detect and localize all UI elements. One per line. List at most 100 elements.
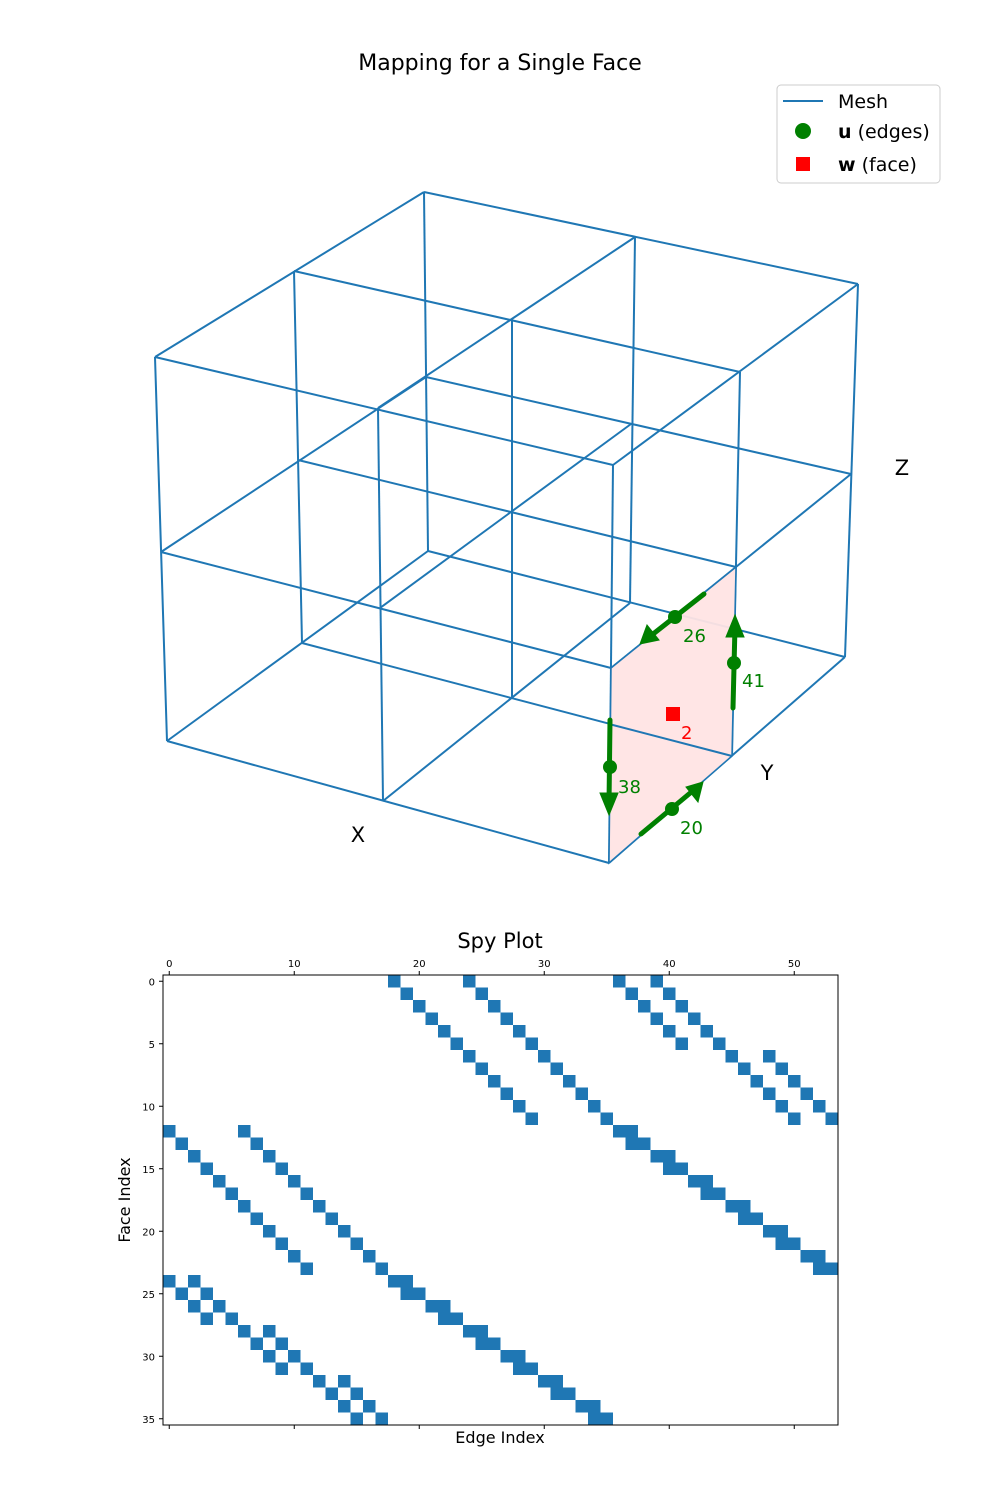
edge-arrow-38-head (599, 792, 619, 817)
edge-marker-26 (668, 610, 682, 624)
spy-nonzero (600, 1112, 613, 1125)
spy-nonzero (450, 1312, 463, 1325)
spy-nonzero (788, 1112, 801, 1125)
spy-nonzero (800, 1087, 813, 1100)
spy-nonzero (488, 1075, 501, 1088)
spy-nonzero (200, 1162, 213, 1175)
spy-nonzero (338, 1225, 351, 1238)
spy-nonzero (400, 987, 413, 1000)
spy-nonzero (188, 1150, 201, 1163)
mesh-line (427, 550, 846, 658)
spy-nonzero (250, 1137, 263, 1150)
legend-u-text: (edges) (852, 121, 930, 143)
spy-nonzero (413, 1287, 426, 1300)
spy-nonzero (225, 1312, 238, 1325)
spy-nonzero (513, 1100, 526, 1113)
spy-nonzero (625, 1125, 638, 1138)
mesh-line (297, 459, 737, 568)
mesh-line (160, 376, 427, 553)
spy-nonzero (525, 1112, 538, 1125)
spy-x-tick-label: 20 (413, 959, 426, 970)
spy-nonzero (638, 1000, 651, 1013)
spy-nonzero (175, 1137, 188, 1150)
spy-nonzero (675, 1000, 688, 1013)
spy-nonzero (650, 1012, 663, 1025)
mesh-panel: Mapping for a Single Face (154, 51, 941, 865)
spy-nonzero (363, 1250, 376, 1263)
spy-nonzero (738, 1200, 751, 1213)
spy-nonzero (238, 1200, 251, 1213)
spy-nonzero (688, 1175, 701, 1188)
spy-nonzero (825, 1262, 838, 1275)
spy-nonzero (513, 1362, 526, 1375)
spy-y-tick-label: 15 (142, 1165, 155, 1176)
spy-nonzero (663, 1150, 676, 1163)
mesh-line (293, 270, 303, 644)
spy-nonzero (388, 975, 401, 988)
spy-nonzero (200, 1312, 213, 1325)
spy-nonzero (438, 1312, 451, 1325)
legend-u-swatch (795, 123, 811, 139)
spy-nonzero (763, 1225, 776, 1238)
mesh-line (293, 270, 741, 373)
spy-y-tick-label: 25 (142, 1290, 155, 1301)
edge-arrow-41-head (725, 613, 745, 638)
spy-y-tick-label: 30 (142, 1352, 155, 1363)
spy-nonzero (575, 1400, 588, 1413)
spy-nonzero (500, 1012, 513, 1025)
spy-nonzero (238, 1325, 251, 1338)
spy-nonzero (800, 1250, 813, 1263)
spy-nonzero (563, 1075, 576, 1088)
spy-nonzero (588, 1400, 601, 1413)
spy-nonzero (350, 1387, 363, 1400)
edge-vectors (599, 591, 745, 837)
spy-nonzero (750, 1075, 763, 1088)
mesh-title: Mapping for a Single Face (358, 51, 642, 76)
mesh-line (154, 191, 425, 358)
spy-nonzero (275, 1237, 288, 1250)
spy-nonzero (188, 1275, 201, 1288)
spy-nonzero (425, 1300, 438, 1313)
spy-nonzero (813, 1250, 826, 1263)
edge-label-20: 20 (680, 818, 703, 839)
legend-mesh-text: Mesh (838, 91, 888, 113)
spy-nonzero (288, 1350, 301, 1363)
spy-nonzero (200, 1287, 213, 1300)
mesh-line (166, 550, 429, 742)
spy-nonzero (388, 1275, 401, 1288)
spy-nonzero (463, 1050, 476, 1063)
spy-nonzero (638, 1137, 651, 1150)
spy-x-tick-label: 40 (663, 959, 676, 970)
edge-label-41: 41 (742, 671, 765, 692)
spy-nonzero (238, 1125, 251, 1138)
spy-nonzero (763, 1050, 776, 1063)
legend: Mesh u (edges) w (face) (776, 84, 941, 184)
spy-nonzero (450, 1037, 463, 1050)
spy-y-tick-label: 5 (149, 1040, 155, 1051)
spy-nonzero (663, 1162, 676, 1175)
spy-nonzero (400, 1287, 413, 1300)
edge-marker-41 (727, 656, 741, 670)
spy-nonzero (613, 1125, 626, 1138)
spy-nonzero (613, 975, 626, 988)
spy-nonzero (475, 1325, 488, 1338)
spy-nonzero (488, 1337, 501, 1350)
spy-nonzero (275, 1162, 288, 1175)
spy-nonzero (775, 1237, 788, 1250)
spy-nonzero (363, 1400, 376, 1413)
legend-w-bold: w (838, 154, 856, 176)
spy-nonzero (300, 1187, 313, 1200)
edge-label-26: 26 (683, 626, 706, 647)
spy-nonzero (350, 1237, 363, 1250)
spy-nonzero (425, 1012, 438, 1025)
spy-nonzero (350, 1412, 363, 1425)
spy-nonzero (525, 1037, 538, 1050)
mesh-line (423, 191, 859, 285)
edge-arrow-26-head (639, 623, 660, 645)
spy-nonzero (788, 1075, 801, 1088)
spy-nonzero (700, 1025, 713, 1038)
spy-nonzero (775, 1062, 788, 1075)
mesh-line (423, 191, 429, 552)
spy-nonzero (463, 975, 476, 988)
